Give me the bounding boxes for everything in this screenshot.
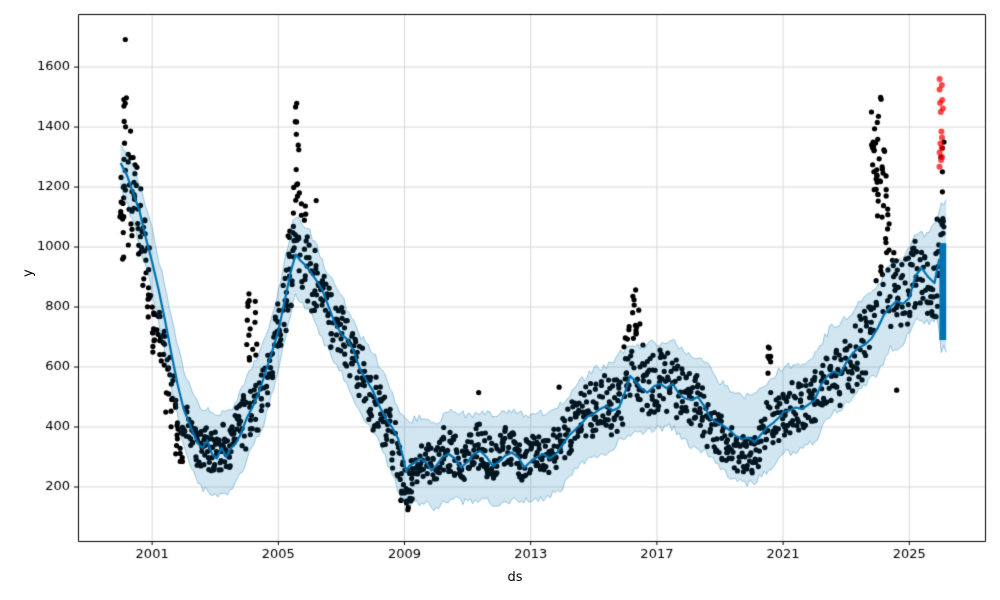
x-axis-label: ds xyxy=(507,570,523,585)
y-axis-label: y xyxy=(21,269,36,277)
